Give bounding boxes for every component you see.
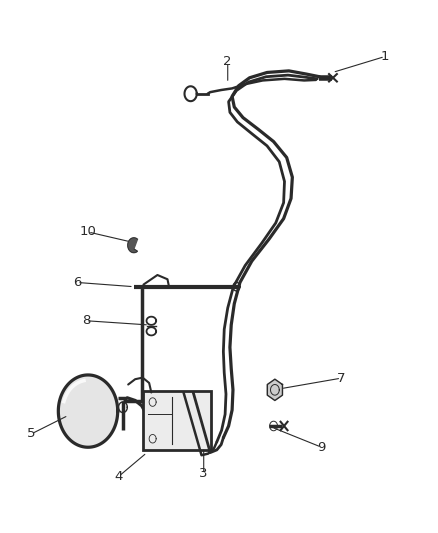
Text: 2: 2 <box>223 55 232 68</box>
Text: 9: 9 <box>318 441 326 454</box>
Text: 10: 10 <box>80 225 96 238</box>
Circle shape <box>58 375 118 447</box>
Text: 7: 7 <box>337 372 346 385</box>
Text: 4: 4 <box>114 470 123 483</box>
Polygon shape <box>128 238 138 253</box>
Polygon shape <box>267 379 283 400</box>
Text: 5: 5 <box>27 427 35 440</box>
Text: 6: 6 <box>73 276 81 289</box>
Text: 1: 1 <box>381 50 389 63</box>
Text: 8: 8 <box>81 314 90 327</box>
Text: 3: 3 <box>199 467 208 480</box>
FancyBboxPatch shape <box>144 391 211 450</box>
